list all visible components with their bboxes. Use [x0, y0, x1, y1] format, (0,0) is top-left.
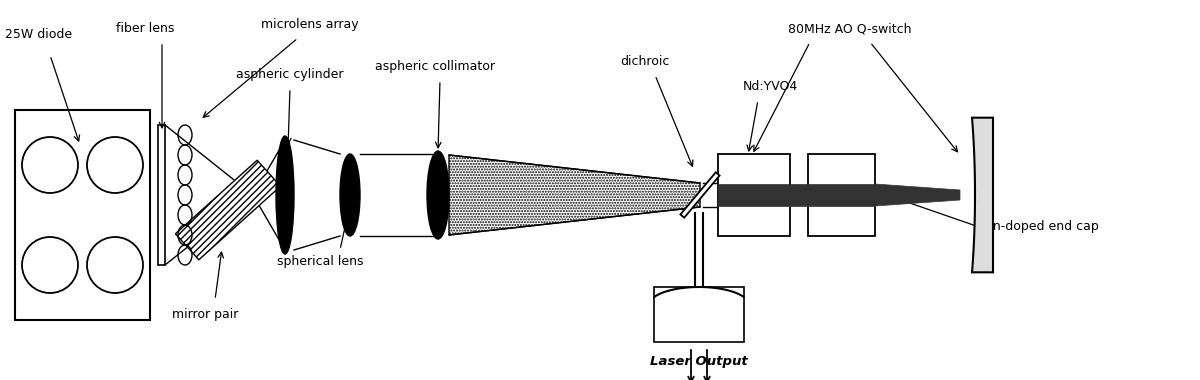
Polygon shape: [680, 172, 720, 218]
Polygon shape: [808, 154, 875, 236]
Polygon shape: [654, 287, 744, 342]
Text: dichroic: dichroic: [620, 55, 670, 68]
Text: 25W diode: 25W diode: [5, 28, 72, 41]
Polygon shape: [14, 110, 150, 320]
Text: Nd:YVO4: Nd:YVO4: [743, 80, 798, 93]
Text: microlens array: microlens array: [262, 18, 359, 31]
Text: 80MHz AO Q-switch: 80MHz AO Q-switch: [788, 22, 912, 35]
Ellipse shape: [340, 154, 360, 236]
Text: mirror pair: mirror pair: [172, 308, 238, 321]
Text: fiber lens: fiber lens: [116, 22, 174, 35]
Polygon shape: [449, 155, 700, 235]
Polygon shape: [875, 184, 960, 206]
Polygon shape: [158, 125, 166, 265]
Text: aspheric collimator: aspheric collimator: [374, 60, 496, 73]
Text: aspheric cylinder: aspheric cylinder: [236, 68, 343, 81]
Ellipse shape: [427, 151, 449, 239]
Text: Laser Output: Laser Output: [650, 355, 748, 368]
Polygon shape: [175, 160, 281, 260]
Text: un-doped end cap: un-doped end cap: [985, 220, 1099, 233]
Text: spherical lens: spherical lens: [277, 255, 364, 268]
Polygon shape: [972, 118, 994, 272]
Polygon shape: [718, 184, 875, 206]
Polygon shape: [718, 154, 790, 236]
Ellipse shape: [276, 136, 294, 254]
